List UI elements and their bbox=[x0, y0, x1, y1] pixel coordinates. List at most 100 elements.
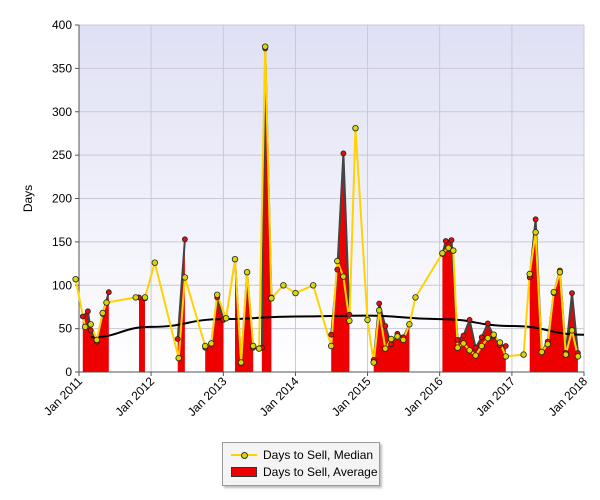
average-point bbox=[174, 336, 181, 342]
median-point bbox=[450, 247, 457, 254]
legend-item-average: Days to Sell, Average bbox=[231, 464, 378, 480]
median-point bbox=[439, 249, 446, 257]
median-point bbox=[574, 353, 582, 360]
median-point bbox=[556, 269, 564, 276]
average-point bbox=[87, 327, 94, 334]
median-point bbox=[255, 345, 263, 352]
median-point bbox=[538, 348, 545, 356]
y-tick-label: 0 bbox=[65, 365, 72, 379]
median-point bbox=[213, 291, 221, 298]
median-point bbox=[141, 294, 149, 301]
average-point bbox=[484, 320, 491, 327]
median-point bbox=[201, 342, 209, 350]
average-edge-line bbox=[176, 239, 186, 340]
average-point bbox=[569, 290, 575, 297]
x-tick-label: Jan 2014 bbox=[257, 374, 302, 419]
average-point bbox=[466, 316, 473, 323]
median-point bbox=[400, 336, 407, 344]
median-point bbox=[72, 276, 79, 283]
median-point bbox=[532, 229, 539, 236]
average-point bbox=[334, 266, 341, 273]
median-point bbox=[231, 256, 239, 263]
average-point bbox=[340, 150, 347, 157]
average-point bbox=[346, 311, 353, 318]
average-point bbox=[105, 289, 112, 296]
median-point bbox=[370, 359, 377, 366]
median-point bbox=[249, 342, 257, 350]
median-point bbox=[544, 341, 551, 348]
average-point bbox=[79, 313, 86, 320]
average-point bbox=[478, 334, 485, 341]
average-point bbox=[454, 336, 461, 343]
median-point bbox=[496, 339, 504, 346]
average-point bbox=[460, 332, 467, 339]
median-point bbox=[352, 124, 359, 132]
average-point bbox=[442, 238, 449, 244]
x-tick-label: Jan 2015 bbox=[329, 374, 374, 419]
x-tick-label: Jan 2018 bbox=[545, 374, 590, 419]
median-point bbox=[364, 316, 371, 324]
x-tick-label: Jan 2011 bbox=[41, 374, 85, 418]
median-point bbox=[550, 289, 557, 296]
median-point bbox=[208, 340, 215, 347]
legend: Days to Sell, Median Days to Sell, Avera… bbox=[222, 442, 380, 486]
median-point bbox=[132, 294, 139, 301]
median-point bbox=[93, 336, 100, 344]
median-point bbox=[382, 345, 389, 352]
median-point bbox=[87, 321, 94, 328]
median-point bbox=[237, 359, 245, 366]
median-point bbox=[490, 331, 497, 338]
y-tick-label: 150 bbox=[52, 235, 72, 249]
median-point bbox=[262, 43, 269, 50]
y-tick-label: 100 bbox=[52, 278, 72, 292]
median-point bbox=[175, 354, 182, 362]
median-point bbox=[526, 270, 533, 278]
median-point bbox=[562, 351, 569, 358]
average-point bbox=[376, 300, 383, 307]
legend-item-median: Days to Sell, Median bbox=[231, 447, 373, 463]
median-point bbox=[376, 307, 383, 314]
legend-label-median: Days to Sell, Median bbox=[263, 448, 374, 462]
average-area bbox=[261, 48, 272, 373]
average-point bbox=[448, 237, 455, 244]
average-area bbox=[373, 303, 410, 372]
average-area-swatch-icon bbox=[231, 467, 257, 477]
median-point bbox=[81, 323, 89, 331]
average-area bbox=[139, 297, 145, 372]
average-area bbox=[205, 297, 224, 372]
median-point bbox=[340, 273, 347, 280]
average-point bbox=[181, 236, 188, 243]
average-point bbox=[532, 216, 539, 223]
average-point bbox=[382, 323, 389, 329]
legend-label-average: Days to Sell, Average bbox=[263, 465, 378, 479]
median-point bbox=[103, 299, 110, 306]
median-point bbox=[334, 257, 341, 265]
median-point bbox=[292, 289, 299, 297]
average-area bbox=[82, 292, 109, 372]
median-point bbox=[520, 351, 527, 358]
x-tick-label: Jan 2017 bbox=[473, 374, 518, 419]
median-point bbox=[346, 317, 353, 324]
average-point bbox=[328, 331, 335, 338]
median-point bbox=[412, 294, 419, 301]
median-point bbox=[445, 244, 452, 252]
average-point bbox=[85, 308, 91, 315]
median-point bbox=[243, 269, 251, 276]
median-point bbox=[222, 315, 230, 322]
median-point bbox=[394, 333, 401, 340]
median-point bbox=[472, 352, 479, 359]
y-axis-title: Days bbox=[21, 185, 35, 212]
median-line-swatch-icon bbox=[231, 449, 257, 461]
median-point bbox=[406, 321, 413, 328]
median-point bbox=[151, 259, 158, 266]
average-point bbox=[502, 343, 509, 349]
average-point bbox=[472, 344, 479, 351]
x-tick-label: Jan 2012 bbox=[112, 374, 157, 419]
median-point bbox=[460, 340, 467, 347]
median-point bbox=[280, 282, 287, 289]
median-point bbox=[478, 342, 485, 350]
median-point bbox=[568, 327, 576, 334]
median-point bbox=[484, 335, 491, 342]
